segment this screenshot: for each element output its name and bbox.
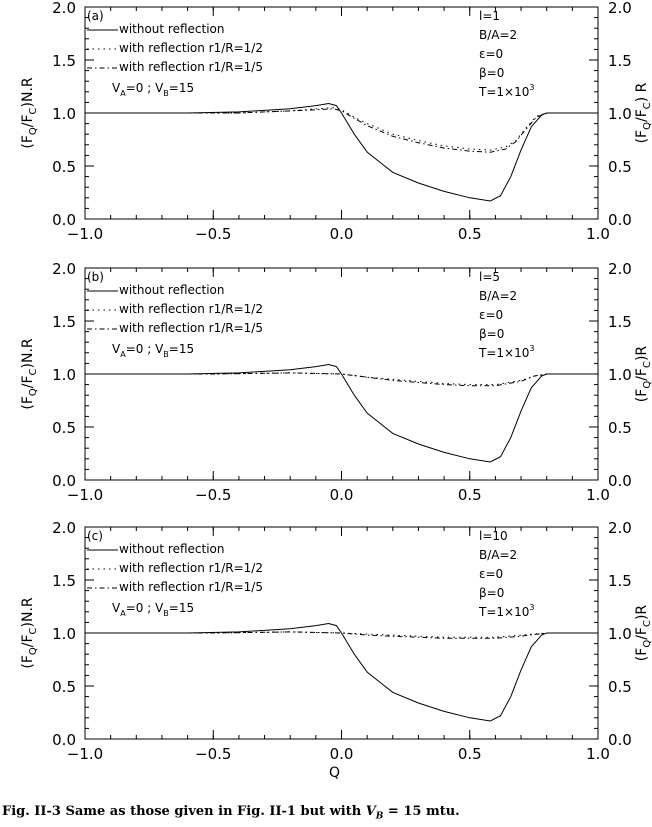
y-tick-label-left: 2.0 [52,519,76,537]
y-tick-label-right: 0.0 [608,472,632,490]
series-line-dotted [85,372,598,386]
chart-panel: −1.0 −0.5 0.0 0.5 1.00.0 0.00.5 0.51.0 1.01.5 1.… [20,519,652,781]
y-tick-label-left: 0.0 [52,731,76,749]
y-axis-label-left: (FQ/FC)N.R [20,597,39,669]
y-tick-label-right: 0.5 [608,678,632,696]
y-tick-label-right: 1.0 [608,105,632,123]
y-tick-label-left: 0.0 [52,211,76,229]
parameter-label: l=1 [479,9,500,23]
figure-caption: Fig. II-3 Same as those given in Fig. II… [2,804,460,822]
y-tick-label-left: 0.0 [52,472,76,490]
x-tick-label: −1.0 [67,486,103,504]
x-axis-label: Q [329,765,340,781]
parameter-label: T=1×103 [478,344,534,360]
series-line-solid [85,363,598,463]
y-tick-label-right: 0.0 [608,731,632,749]
x-tick-label: −1.0 [67,225,103,243]
figure: −1.0 −0.5 0.0 0.5 1.00.0 0.00.5 0.51.0 1.01.5 1.… [20,0,652,781]
parameter-label: T=1×103 [478,603,534,619]
series-line-dashed [85,372,598,387]
y-axis-label-right: (FQ/FC)R [634,346,652,403]
x-tick-label: 0.0 [330,745,354,763]
series-line-dotted [85,107,598,151]
velocity-annotation: VA=0 ; VB=15 [112,81,194,98]
parameter-label: β=0 [479,66,504,80]
x-tick-label: −1.0 [67,745,103,763]
x-tick-label: 1.0 [586,745,610,763]
y-tick-label-right: 1.5 [608,52,632,70]
parameter-label: β=0 [479,327,504,341]
panel-label: (c) [87,529,103,543]
y-tick-label-left: 1.5 [52,572,76,590]
x-tick-label: 0.5 [458,486,482,504]
y-tick-label-left: 1.0 [52,625,76,643]
parameter-label: ε=0 [479,308,503,322]
velocity-annotation: VA=0 ; VB=15 [112,601,194,618]
parameter-label: ε=0 [479,47,503,61]
parameter-label: ε=0 [479,567,503,581]
y-tick-label-left: 1.5 [52,313,76,331]
parameter-label: l=10 [479,529,508,543]
y-tick-label-right: 0.0 [608,211,632,229]
caption-prefix: Fig. II-3 Same as those given in Fig. II… [2,804,366,819]
y-axis-label-left: (FQ/FC)N.R [20,338,39,410]
parameter-label: B/A=2 [479,28,517,42]
legend-entry: without reflection [119,542,225,556]
chart-panel: −1.0 −0.5 0.0 0.5 1.00.0 0.00.5 0.51.0 1.01.5 1.… [20,0,652,243]
y-tick-label-left: 0.5 [52,678,76,696]
y-tick-label-right: 1.0 [608,366,632,384]
x-tick-label: 1.0 [586,486,610,504]
caption-suffix: = 15 mtu. [383,804,460,819]
parameter-label: T=1×103 [478,83,534,99]
y-axis-label-right: (FQ/FC) R [634,82,652,143]
x-tick-label: −0.5 [195,486,231,504]
y-tick-label-right: 0.5 [608,158,632,176]
legend-entry: without reflection [119,22,225,36]
y-tick-label-left: 2.0 [52,0,76,17]
y-tick-label-right: 1.5 [608,313,632,331]
y-tick-label-left: 1.0 [52,366,76,384]
x-tick-label: 0.5 [458,745,482,763]
panel-label: (b) [87,270,104,284]
series-line-solid [85,622,598,722]
series-line-dashed [85,108,598,153]
legend-entry: with reflection r1/R=1/5 [119,321,263,335]
parameter-label: B/A=2 [479,548,517,562]
legend-entry: with reflection r1/R=1/2 [119,561,263,575]
series-line-dashed [85,631,598,639]
parameter-label: β=0 [479,586,504,600]
legend-entry: with reflection r1/R=1/5 [119,60,263,74]
x-tick-label: 0.0 [330,225,354,243]
x-tick-label: 1.0 [586,225,610,243]
y-tick-label-right: 1.5 [608,572,632,590]
y-axis-label-left: (FQ/FC)N.R [20,77,39,149]
y-tick-label-right: 0.5 [608,419,632,437]
legend-entry: with reflection r1/R=1/2 [119,302,263,316]
chart-panel: −1.0 −0.5 0.0 0.5 1.00.0 0.00.5 0.51.0 1.01.5 1.… [20,260,652,504]
y-tick-label-right: 2.0 [608,519,632,537]
y-tick-label-left: 1.0 [52,105,76,123]
y-tick-label-left: 1.5 [52,52,76,70]
caption-math: VB [365,804,384,822]
series-line-solid [85,102,598,202]
panel-label: (a) [87,9,104,23]
x-tick-label: −0.5 [195,745,231,763]
parameter-label: B/A=2 [479,289,517,303]
y-tick-label-left: 0.5 [52,419,76,437]
y-axis-label-right: (FQ/FC)R [634,605,652,662]
legend-entry: with reflection r1/R=1/2 [119,41,263,55]
y-tick-label-right: 2.0 [608,260,632,278]
x-tick-label: 0.5 [458,225,482,243]
legend-entry: with reflection r1/R=1/5 [119,580,263,594]
y-tick-label-right: 1.0 [608,625,632,643]
y-tick-label-right: 2.0 [608,0,632,17]
parameter-label: l=5 [479,270,500,284]
y-tick-label-left: 2.0 [52,260,76,278]
x-tick-label: 0.0 [330,486,354,504]
x-tick-label: −0.5 [195,225,231,243]
y-tick-label-left: 0.5 [52,158,76,176]
legend-entry: without reflection [119,283,225,297]
velocity-annotation: VA=0 ; VB=15 [112,342,194,359]
